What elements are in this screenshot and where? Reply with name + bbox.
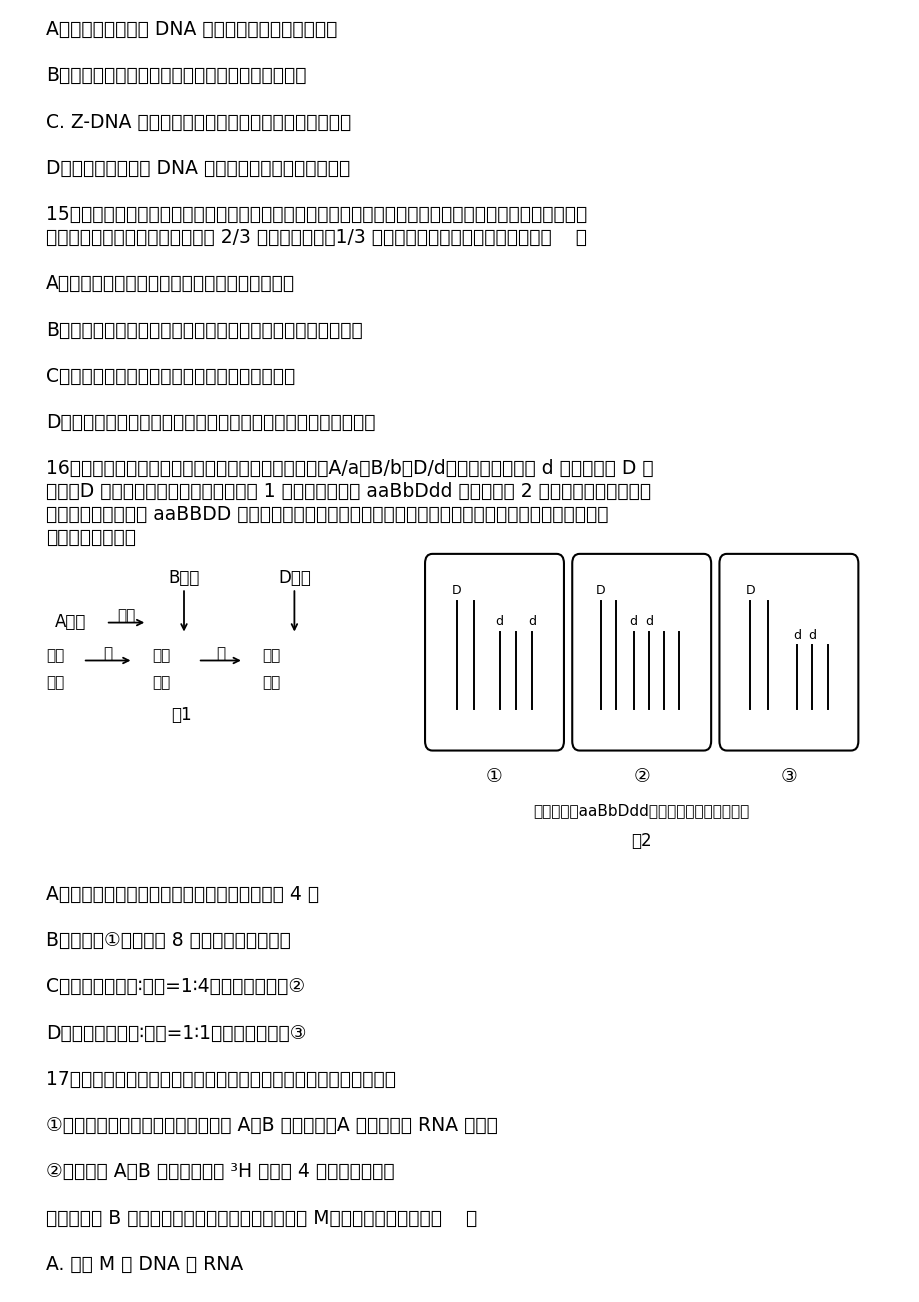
Text: D: D bbox=[596, 585, 605, 598]
FancyBboxPatch shape bbox=[425, 553, 563, 750]
Text: D: D bbox=[451, 585, 461, 598]
Text: 图2: 图2 bbox=[630, 832, 652, 850]
Text: （基因型为aaBbDdd三种可能的突变体类型）: （基因型为aaBbDdd三种可能的突变体类型） bbox=[533, 802, 749, 818]
Text: D．桔红带黑斑品系的后代中出现性状分离，说明该品系为杂合子: D．桔红带黑斑品系的后代中出现性状分离，说明该品系为杂合子 bbox=[46, 413, 375, 432]
Text: d: d bbox=[629, 616, 637, 629]
Text: 红带黑斑品系时发现，后代中总有 2/3 为桔红带黑斑，1/3 为野生型性状，下列叙述正确的是（    ）: 红带黑斑品系时发现，后代中总有 2/3 为桔红带黑斑，1/3 为野生型性状，下列… bbox=[46, 228, 586, 247]
Text: 黄色: 黄色 bbox=[152, 648, 170, 664]
Text: A．突变形成的桔红带黑斑基因具有纯合致死效应: A．突变形成的桔红带黑斑基因具有纯合致死效应 bbox=[46, 275, 295, 293]
Text: 抑制: 抑制 bbox=[118, 608, 135, 624]
Text: d: d bbox=[792, 629, 800, 642]
Text: d: d bbox=[495, 616, 503, 629]
Text: d: d bbox=[644, 616, 652, 629]
Text: 15．一观赏鱼体色为桔红带黑斑，野生型为橄榄绿带黄斑，该性状由一对等位基因控制，某养殖者在繁殖桔: 15．一观赏鱼体色为桔红带黑斑，野生型为橄榄绿带黄斑，该性状由一对等位基因控制，… bbox=[46, 204, 586, 224]
Text: ②: ② bbox=[632, 767, 650, 786]
Text: 酶: 酶 bbox=[104, 646, 112, 661]
Text: 该突变体与基因型为 aaBBDD 的植株杂交，观察并统计子代的表现型与比例（各种配子正常存活）。下列: 该突变体与基因型为 aaBBDD 的植株杂交，观察并统计子代的表现型与比例（各种… bbox=[46, 505, 607, 525]
Text: ③: ③ bbox=[779, 767, 797, 786]
Text: A基因: A基因 bbox=[55, 613, 86, 631]
Text: d: d bbox=[808, 629, 815, 642]
Text: 16．某二倍体植物的花色由三对独立遗传的等位基因（A/a、B/b、D/d）控制，体细胞中 d 基因数多于 D 基: 16．某二倍体植物的花色由三对独立遗传的等位基因（A/a、B/b、D/d）控制，… bbox=[46, 460, 652, 478]
Text: 白色: 白色 bbox=[46, 648, 64, 664]
Text: A. 物质 M 是 DNA 或 RNA: A. 物质 M 是 DNA 或 RNA bbox=[46, 1255, 243, 1273]
Text: 因时，D 基因不能表达，其花色遗传如图 1 所示。为了确定 aaBbDdd 植株属于图 2 中的哪一种突变体，让: 因时，D 基因不能表达，其花色遗传如图 1 所示。为了确定 aaBbDdd 植株… bbox=[46, 482, 651, 501]
Text: A．推测在生物体中 DNA 的螺旋类型也是多种多样的: A．推测在生物体中 DNA 的螺旋类型也是多种多样的 bbox=[46, 20, 337, 39]
Text: C. Z-DNA 双螺旋类型结构更紧凑而有利于其完成复制: C. Z-DNA 双螺旋类型结构更紧凑而有利于其完成复制 bbox=[46, 112, 351, 132]
Text: 物质: 物质 bbox=[152, 674, 170, 690]
Text: ②再分别向 A、B 烧杯中加入用 ³H 标记的 4 种脱氧核苷酸。: ②再分别向 A、B 烧杯中加入用 ³H 标记的 4 种脱氧核苷酸。 bbox=[46, 1163, 394, 1181]
Text: d: d bbox=[528, 616, 536, 629]
Text: 酶: 酶 bbox=[216, 646, 225, 661]
Text: B．突变体①可以产生 8 种不同基因型的配子: B．突变体①可以产生 8 种不同基因型的配子 bbox=[46, 931, 290, 950]
Text: 结果：只在 B 烧杯中出现了含放射性的大分子物质 M。以下推测合理的是（    ）: 结果：只在 B 烧杯中出现了含放射性的大分子物质 M。以下推测合理的是（ ） bbox=[46, 1208, 477, 1228]
Text: 叙述正确的是（）: 叙述正确的是（） bbox=[46, 529, 136, 547]
Text: C．若子代中黄色∶橙色=1∶4，则其为突变体②: C．若子代中黄色∶橙色=1∶4，则其为突变体② bbox=[46, 978, 305, 996]
Text: B．不同的双螺旋类型中，基因的转录活跃程度相同: B．不同的双螺旋类型中，基因的转录活跃程度相同 bbox=[46, 66, 306, 86]
Text: D基因: D基因 bbox=[278, 569, 311, 587]
Text: 物质: 物质 bbox=[46, 674, 64, 690]
Text: A．在没有突变的情况下，橙花性状的基因型有 4 种: A．在没有突变的情况下，橙花性状的基因型有 4 种 bbox=[46, 885, 319, 904]
Text: 17．劳斯肉瘤病毒能引起禽类患恶性肿瘤。研究人员做了以下实验：: 17．劳斯肉瘤病毒能引起禽类患恶性肿瘤。研究人员做了以下实验： bbox=[46, 1070, 395, 1088]
Text: D: D bbox=[744, 585, 754, 598]
FancyBboxPatch shape bbox=[719, 553, 857, 750]
FancyBboxPatch shape bbox=[572, 553, 710, 750]
Text: B基因: B基因 bbox=[168, 569, 199, 587]
Text: C．自然繁育条件下，桔红带黑斑性状容易被淘汰: C．自然繁育条件下，桔红带黑斑性状容易被淘汰 bbox=[46, 367, 295, 385]
Text: D．若子代中黄色∶橙色=1∶1，则其为突变体③: D．若子代中黄色∶橙色=1∶1，则其为突变体③ bbox=[46, 1023, 306, 1043]
Text: ①: ① bbox=[485, 767, 503, 786]
Text: 物质: 物质 bbox=[262, 674, 280, 690]
Text: D．三种双螺旋类型 DNA 双链都遵循碱基互补配对原则: D．三种双螺旋类型 DNA 双链都遵循碱基互补配对原则 bbox=[46, 159, 350, 178]
Text: B．通过多次回交，可获得不再发生性状分离的桔红带黑斑品系: B．通过多次回交，可获得不再发生性状分离的桔红带黑斑品系 bbox=[46, 320, 362, 340]
Text: ①将病毒分别加入到含有鸡胚细胞的 A、B 两烧杯中（A 中提前加入 RNA 酶）；: ①将病毒分别加入到含有鸡胚细胞的 A、B 两烧杯中（A 中提前加入 RNA 酶）… bbox=[46, 1116, 497, 1135]
Text: 橙色: 橙色 bbox=[262, 648, 280, 664]
Text: 图1: 图1 bbox=[171, 706, 192, 724]
